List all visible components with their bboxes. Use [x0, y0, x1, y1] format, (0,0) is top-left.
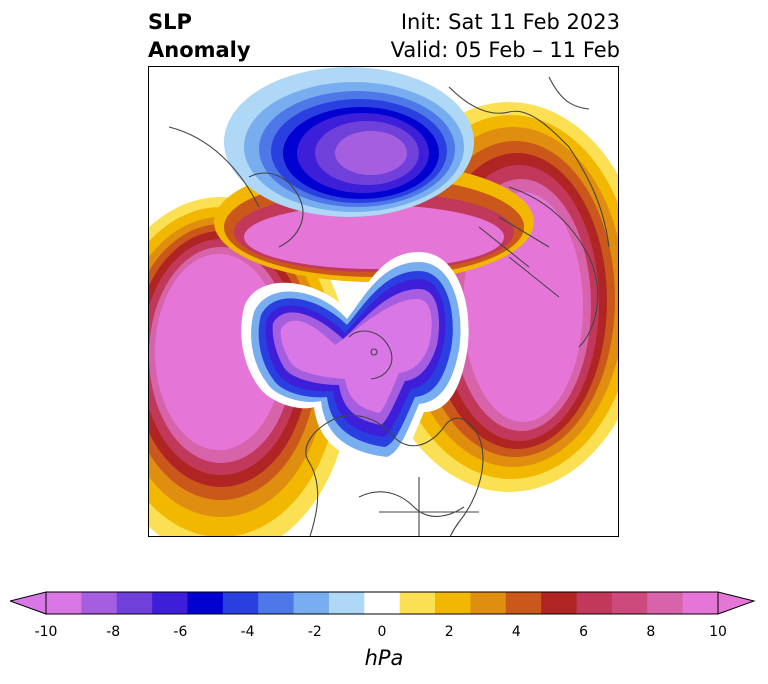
map-canvas	[149, 67, 618, 536]
positive-anomaly-north-atlantic	[369, 102, 618, 492]
colorbar-segment	[222, 592, 259, 614]
colorbar-tick-label: 2	[444, 624, 454, 640]
colorbar-segment	[399, 592, 436, 614]
colorbar-tick-label: 4	[511, 624, 521, 640]
map-title: SLP Anomaly	[148, 8, 251, 64]
colorbar-tick-label: -8	[106, 624, 121, 640]
colorbar-segment	[328, 592, 365, 614]
colorbar-tick-label: -10	[34, 624, 58, 640]
colorbar-segment	[541, 592, 578, 614]
coastlines	[168, 76, 610, 536]
colorbar-segment	[611, 592, 648, 614]
colorbar-segment	[647, 592, 684, 614]
init-date: Init: Sat 11 Feb 2023	[400, 10, 620, 34]
colorbar-tick-label: -6	[173, 624, 188, 640]
valid-range: Valid: 05 Feb – 11 Feb	[390, 38, 620, 62]
colorbar-extend-max	[717, 591, 756, 615]
colorbar-segment	[293, 592, 330, 614]
colorbar-tick-label: -4	[240, 624, 255, 640]
colorbar-tick-label: 6	[579, 624, 589, 640]
colorbar-segment	[187, 592, 224, 614]
colorbar-tick-label: 8	[646, 624, 656, 640]
colorbar-extend-min	[10, 591, 47, 615]
colorbar-segment	[505, 592, 542, 614]
colorbar-tick-label: 0	[377, 624, 387, 640]
colorbar-segment	[81, 592, 118, 614]
colorbar-segment	[46, 592, 82, 614]
colorbar-segment	[576, 592, 613, 614]
colorbar-segment	[152, 592, 188, 614]
colorbar-units: hPa	[364, 646, 404, 670]
colorbar-segment	[682, 592, 719, 614]
title-kind: Anomaly	[148, 38, 251, 62]
colorbar-segment	[258, 592, 295, 614]
colorbar	[10, 591, 756, 615]
map-dates: Init: Sat 11 Feb 2023 Valid: 05 Feb – 11…	[391, 8, 620, 64]
colorbar-segment	[435, 592, 471, 614]
colorbar-segment	[364, 592, 401, 614]
negative-anomaly-arctic-canada	[241, 252, 469, 467]
colorbar-segment	[470, 592, 507, 614]
colorbar-segment	[116, 592, 153, 614]
colorbar-tick-label: -2	[307, 624, 322, 640]
anomaly-map	[148, 66, 619, 537]
negative-anomaly-siberia	[224, 67, 474, 217]
title-variable: SLP	[148, 10, 192, 34]
colorbar-tick-label: 10	[709, 624, 727, 640]
